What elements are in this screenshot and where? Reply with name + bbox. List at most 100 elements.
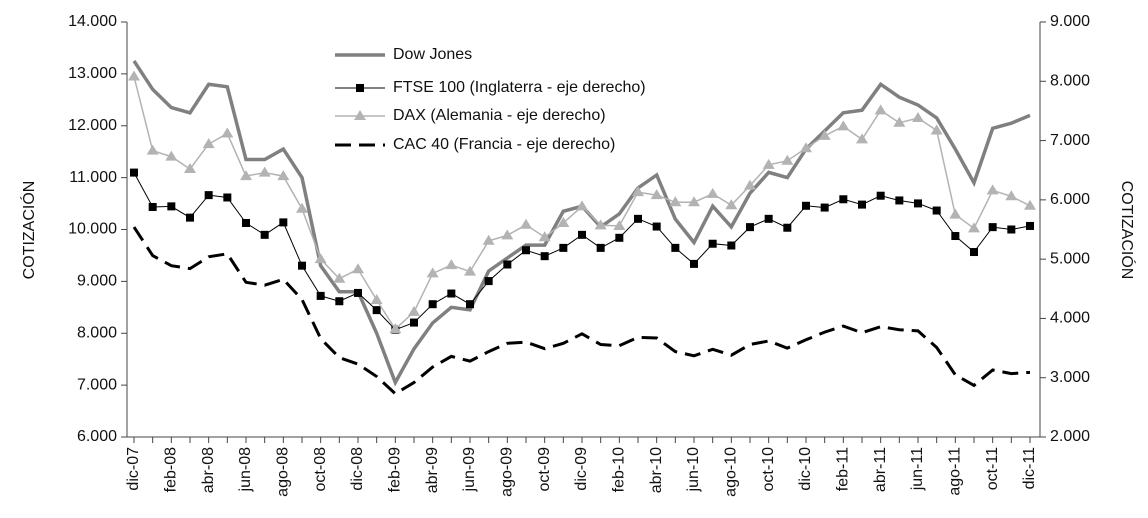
series-marker (988, 223, 997, 232)
series-marker (372, 306, 381, 315)
series-marker (1005, 190, 1018, 201)
series-marker (783, 223, 792, 232)
y-axis-title: COTIZACIÓN (19, 181, 38, 280)
series-marker (576, 200, 588, 211)
y-tick-label: 11.000 (69, 169, 117, 186)
series-marker (578, 230, 586, 239)
x-tick-label: ago-09 (499, 447, 516, 497)
legend-marker (354, 110, 366, 120)
y2-tick-label: 3.000 (1050, 369, 1090, 386)
series-marker (1007, 225, 1016, 234)
x-tick-label: jun-09 (461, 447, 478, 493)
x-tick-label: feb-11 (835, 447, 852, 491)
x-tick-label: dic-08 (349, 447, 366, 491)
x-tick-label: feb-09 (387, 447, 404, 492)
series-marker (893, 116, 906, 127)
y2-tick-label: 6.000 (1050, 191, 1090, 208)
x-tick-label: oct-08 (312, 447, 329, 492)
series-marker (856, 133, 868, 144)
series-marker (914, 199, 922, 208)
series-marker (669, 196, 682, 207)
series-marker (316, 291, 325, 300)
y2-tick-label: 4.000 (1050, 310, 1090, 327)
series-marker (204, 191, 213, 200)
series-marker (895, 196, 904, 205)
series-marker (970, 248, 978, 257)
series-marker (781, 154, 794, 165)
series-marker (744, 179, 756, 190)
x-tick-label: jun-08 (237, 447, 254, 493)
series-marker (613, 219, 626, 230)
series-marker (223, 193, 232, 202)
series-marker (370, 294, 383, 305)
x-tick-label: ago-10 (723, 447, 740, 497)
legend-label: Dow Jones (393, 46, 472, 63)
series-marker (258, 166, 271, 177)
series-marker (557, 216, 570, 227)
series-marker (1026, 221, 1034, 230)
series-marker (333, 272, 346, 283)
series-marker (167, 202, 176, 211)
series-marker (410, 318, 418, 327)
series-marker (314, 253, 327, 264)
x-tick-label: jun-11 (909, 447, 926, 491)
series-marker (445, 259, 458, 270)
series-marker (725, 199, 738, 210)
y-tick-label: 10.000 (68, 221, 117, 238)
y2-tick-label: 7.000 (1050, 132, 1090, 149)
legend-label: DAX (Alemania - eje derecho) (393, 107, 606, 124)
series-marker (202, 138, 215, 149)
series-marker (447, 289, 456, 298)
series-marker (466, 300, 474, 309)
series-marker (762, 158, 775, 169)
x-tick-label: jun-10 (685, 447, 702, 493)
series-marker (559, 243, 568, 252)
series-marker (708, 239, 717, 248)
series-marker (671, 243, 680, 252)
series-marker (690, 259, 698, 268)
series-marker (820, 203, 829, 212)
series-marker (746, 223, 754, 232)
series-marker (874, 104, 887, 115)
series-marker (932, 206, 941, 215)
series-marker (428, 300, 437, 309)
series-marker (298, 261, 306, 270)
x-tick-label: abr-09 (424, 447, 441, 493)
series-marker (503, 260, 512, 269)
y-tick-label: 13.000 (68, 65, 117, 82)
series-marker (389, 323, 402, 334)
y2-tick-label: 9.000 (1050, 13, 1090, 30)
series-marker (837, 120, 850, 131)
x-tick-label: abr-08 (200, 447, 217, 493)
legend-label: CAC 40 (Francia - eje derecho) (393, 136, 615, 153)
series-marker (184, 163, 196, 174)
x-tick-label: feb-10 (611, 447, 628, 492)
series-marker (839, 195, 848, 204)
series-marker (279, 218, 288, 227)
y2-tick-label: 8.000 (1050, 73, 1090, 90)
x-tick-label: dic-09 (573, 447, 590, 491)
series-marker (727, 241, 736, 250)
x-tick-label: ago-08 (275, 447, 292, 497)
series-marker (484, 277, 493, 286)
series-marker (464, 265, 476, 276)
series-marker (482, 234, 495, 245)
x-tick-label: ago-11 (947, 447, 964, 496)
series-line (132, 226, 1031, 396)
y-tick-label: 6.000 (77, 428, 117, 445)
x-tick-label: abr-10 (648, 447, 665, 493)
series-line (133, 172, 1031, 331)
series-marker (818, 129, 831, 140)
y2-tick-label: 2.000 (1050, 428, 1090, 445)
series-marker (688, 196, 700, 207)
series-marker (522, 246, 530, 255)
series-marker (594, 219, 607, 230)
x-tick-label: feb-08 (163, 447, 180, 492)
x-tick-label: oct-10 (760, 447, 777, 492)
series-marker (615, 233, 624, 242)
x-tick-label: dic-11 (1021, 447, 1038, 489)
series-marker (242, 218, 250, 227)
series-marker (930, 124, 943, 135)
series-marker (520, 218, 532, 229)
series-marker (538, 231, 551, 242)
